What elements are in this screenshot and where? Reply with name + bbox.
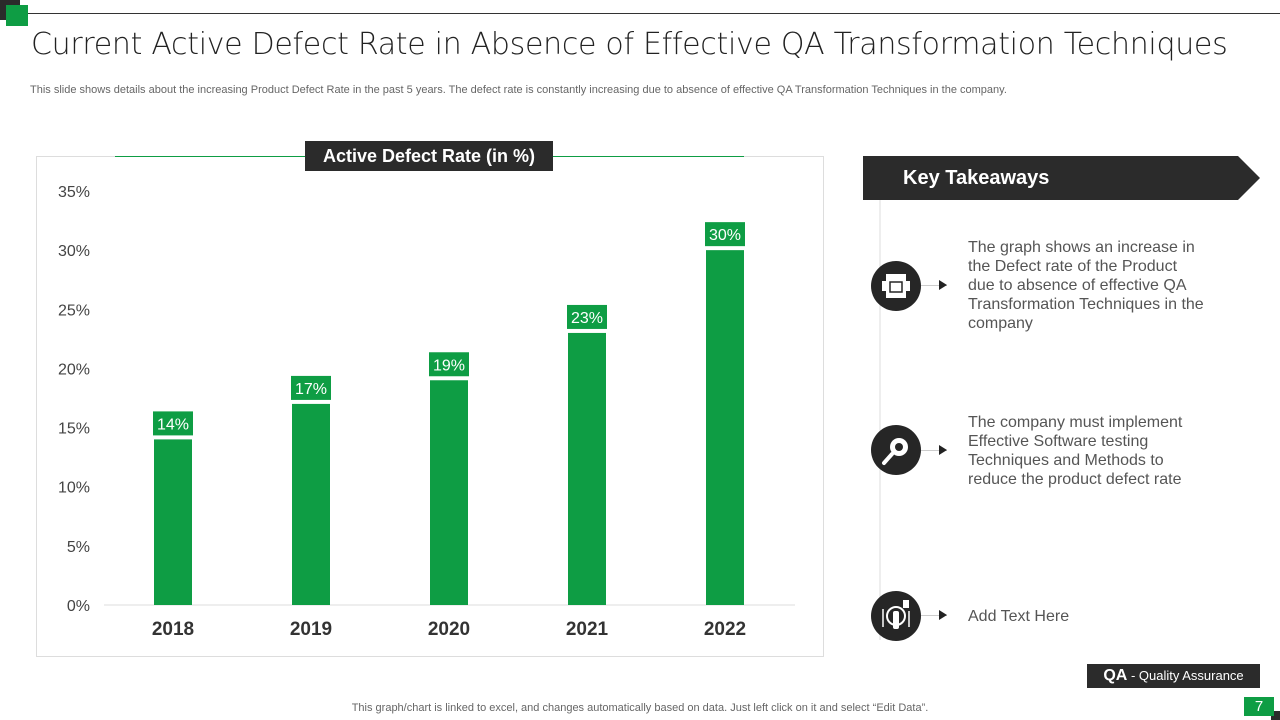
page-number: 7 bbox=[1244, 697, 1274, 716]
bar bbox=[568, 332, 606, 605]
touch-control-icon bbox=[871, 591, 921, 641]
qa-abbr-full: - Quality Assurance bbox=[1127, 668, 1244, 683]
qa-abbreviation-badge: QA - Quality Assurance bbox=[1087, 664, 1260, 688]
timeline-line bbox=[879, 200, 881, 640]
data-label-bg bbox=[567, 304, 607, 329]
data-label: 17% bbox=[295, 381, 327, 398]
x-tick-label: 2019 bbox=[290, 619, 332, 640]
data-label-bg bbox=[429, 352, 469, 377]
key-takeaways-title: Key Takeaways bbox=[903, 167, 1050, 189]
chart-title-line-right bbox=[553, 156, 744, 157]
data-label: 19% bbox=[433, 357, 465, 374]
bar bbox=[706, 250, 744, 605]
takeaway-text: The company must implement Effective Sof… bbox=[968, 414, 1183, 488]
bar bbox=[292, 403, 330, 605]
y-tick-label: 30% bbox=[58, 243, 90, 260]
bar-chart[interactable]: 0% 5% 10% 15% 20% 25% 30% 35% 14% 2018 17% 2019 19% 2… bbox=[0, 0, 830, 660]
key-takeaways-banner bbox=[863, 156, 1260, 200]
y-tick-label: 20% bbox=[58, 361, 90, 378]
qa-abbr: QA bbox=[1103, 667, 1128, 684]
x-tick-label: 2020 bbox=[428, 619, 470, 640]
y-tick-label: 25% bbox=[58, 302, 90, 319]
corner-green-square bbox=[6, 5, 28, 26]
data-label-bg bbox=[705, 222, 745, 247]
data-label-bg bbox=[291, 375, 331, 400]
x-tick-label: 2022 bbox=[704, 619, 746, 640]
arrow-icon bbox=[921, 445, 947, 455]
y-tick-label: 35% bbox=[58, 184, 90, 201]
page-subtitle: This slide shows details about the incre… bbox=[30, 84, 1007, 96]
takeaway-text: Add Text Here bbox=[968, 608, 1070, 625]
arrow-icon bbox=[921, 280, 947, 290]
bar bbox=[154, 439, 192, 605]
arrow-icon bbox=[921, 610, 947, 620]
y-tick-label: 10% bbox=[58, 480, 90, 497]
footer-note: This graph/chart is linked to excel, and… bbox=[351, 702, 929, 714]
y-tick-label: 15% bbox=[58, 421, 90, 438]
website-window-icon bbox=[871, 261, 921, 311]
y-tick-label: 5% bbox=[67, 539, 90, 556]
data-label: 23% bbox=[571, 310, 603, 327]
chart-title-line-left bbox=[115, 156, 305, 157]
data-label-bg bbox=[153, 411, 193, 436]
chart-title: Active Defect Rate (in %) bbox=[305, 141, 553, 171]
page-title: Current Active Defect Rate in Absence of… bbox=[31, 27, 1228, 62]
y-tick-label: 0% bbox=[67, 598, 90, 615]
page-corner bbox=[1271, 711, 1280, 720]
bar bbox=[430, 380, 468, 605]
x-tick-label: 2018 bbox=[152, 619, 194, 640]
data-label: 30% bbox=[709, 227, 741, 244]
data-label: 14% bbox=[157, 416, 189, 433]
bug-search-icon bbox=[871, 425, 921, 475]
header-rule bbox=[28, 13, 1280, 14]
takeaway-text: The graph shows an increase in the Defec… bbox=[968, 239, 1204, 332]
x-tick-label: 2021 bbox=[566, 619, 609, 640]
